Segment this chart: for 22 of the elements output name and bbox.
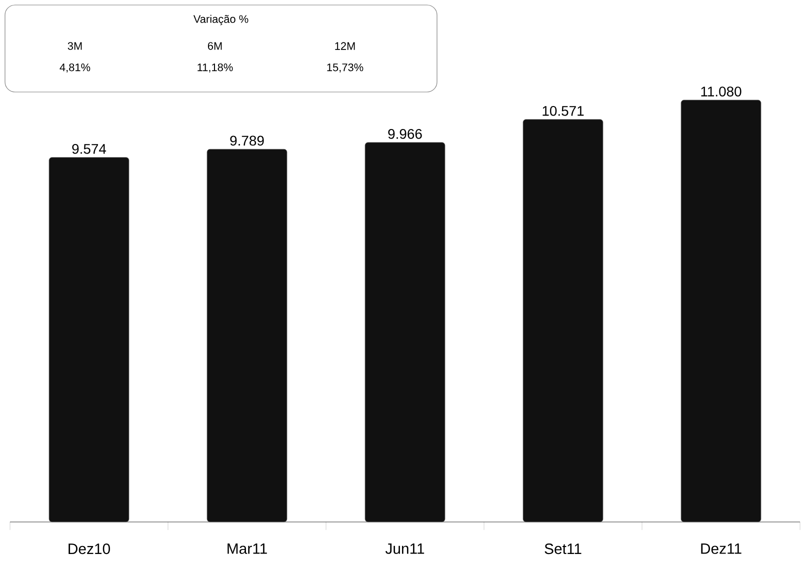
- bar: [364, 142, 446, 522]
- bar: [680, 100, 762, 522]
- text: 6M: [208, 42, 222, 50]
- data-label: 9.574: [72, 144, 106, 154]
- text: 12M: [335, 42, 355, 50]
- data-label: 9.966: [388, 129, 422, 139]
- bar: [48, 157, 130, 522]
- text: Variação %: [193, 14, 248, 26]
- bar: [206, 148, 288, 522]
- x-tick-label: Dez11: [701, 544, 742, 554]
- bar: [522, 119, 604, 522]
- text: 15,73%: [327, 63, 364, 73]
- text: 3M: [68, 42, 82, 50]
- text: 4,81%: [60, 63, 90, 73]
- x-tick-label: Set11: [544, 544, 582, 554]
- data-label: 11.080: [701, 86, 742, 96]
- x-tick-label: Mar11: [228, 544, 267, 554]
- x-tick-label: Jun11: [385, 544, 424, 554]
- text: 11,18%: [198, 63, 233, 73]
- x-tick-label: Dez10: [68, 544, 110, 554]
- data-label: 9.789: [230, 136, 264, 146]
- data-label: 10.571: [542, 106, 584, 116]
